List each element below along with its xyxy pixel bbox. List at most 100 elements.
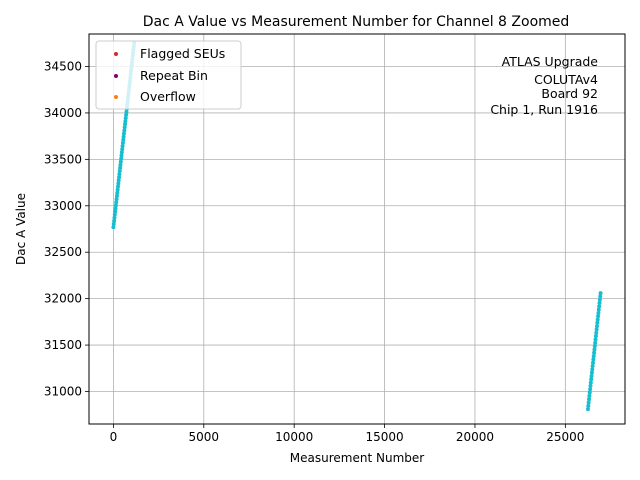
data-point (124, 109, 129, 114)
data-point (593, 340, 598, 345)
data-points (111, 41, 603, 412)
data-point (585, 407, 590, 412)
data-point (118, 162, 123, 167)
data-point (119, 150, 124, 155)
data-point (595, 317, 600, 322)
data-point (120, 144, 125, 149)
data-point (112, 212, 117, 217)
legend-marker-overflow (114, 95, 118, 99)
data-point (115, 184, 120, 189)
data-point (591, 354, 596, 359)
data-point (120, 147, 125, 152)
data-point (597, 301, 602, 306)
data-point (114, 193, 119, 198)
data-point (112, 218, 117, 223)
annotation-line-1: ATLAS Upgrade (502, 54, 599, 69)
data-point (116, 181, 121, 186)
data-point (593, 337, 598, 342)
y-tick-label: 31500 (44, 338, 82, 352)
y-tick-label: 32000 (44, 292, 82, 306)
data-point (593, 334, 598, 339)
x-tick-label: 10000 (275, 430, 313, 444)
y-axis-label: Dac A Value (14, 193, 28, 265)
x-axis: 0 5000 10000 15000 20000 25000 (110, 424, 584, 444)
y-axis: 31000 31500 32000 32500 33000 33500 34000 34500 (44, 60, 89, 399)
data-point (118, 159, 123, 164)
chart-title: Dac A Value vs Measurement Number for Ch… (143, 14, 570, 30)
data-point (596, 310, 601, 315)
data-point (115, 187, 120, 192)
data-point (588, 387, 593, 392)
data-point (598, 294, 603, 299)
data-point (119, 153, 124, 158)
data-point (591, 360, 595, 365)
data-point (117, 172, 122, 177)
data-point (123, 119, 128, 124)
data-point (121, 131, 126, 136)
data-point (588, 383, 593, 388)
data-point (123, 116, 128, 121)
y-tick-label: 32500 (44, 245, 82, 259)
y-tick-label: 31000 (44, 385, 82, 399)
plot-frame (88, 33, 626, 425)
data-point (114, 200, 119, 205)
data-point (111, 222, 116, 227)
data-point (116, 178, 121, 183)
data-point (587, 397, 592, 402)
legend-label-repeat-bin: Repeat Bin (140, 68, 208, 83)
x-tick-label: 20000 (456, 430, 494, 444)
data-point (122, 125, 127, 130)
data-point (596, 314, 601, 319)
data-point (594, 330, 599, 335)
data-point (590, 364, 595, 369)
data-point (589, 373, 594, 378)
annotation-line-4: Chip 1, Run 1916 (490, 102, 598, 117)
data-point (595, 320, 600, 325)
x-tick-label: 15000 (365, 430, 403, 444)
data-point (590, 367, 595, 372)
x-tick-label: 5000 (189, 430, 220, 444)
data-point (598, 291, 603, 296)
data-point (112, 215, 117, 220)
data-point (592, 347, 597, 352)
data-point (587, 390, 592, 395)
data-point (596, 307, 601, 312)
data-point (120, 141, 125, 145)
data-point (117, 169, 122, 174)
data-point (124, 112, 129, 117)
x-tick-label: 25000 (546, 430, 584, 444)
data-point (592, 350, 597, 355)
legend-box (95, 40, 242, 110)
data-point (111, 225, 116, 230)
data-point (594, 324, 599, 329)
data-point (121, 134, 126, 139)
annotation-line-3: Board 92 (541, 86, 598, 101)
legend: Flagged SEUs Repeat Bin Overflow (95, 40, 242, 110)
y-tick-label: 33000 (44, 199, 82, 213)
data-point (119, 156, 124, 161)
data-point (115, 190, 120, 195)
data-point (121, 137, 126, 142)
legend-label-overflow: Overflow (140, 89, 196, 104)
data-point (589, 377, 594, 382)
x-axis-label: Measurement Number (290, 451, 424, 465)
y-tick-label: 34000 (44, 106, 82, 120)
data-point (114, 197, 119, 202)
data-point (586, 403, 591, 408)
legend-marker-flagged-seus (114, 52, 118, 56)
data-point (591, 357, 596, 362)
data-point (123, 122, 128, 127)
data-point (588, 380, 593, 385)
legend-label-flagged-seus: Flagged SEUs (140, 46, 225, 61)
legend-marker-repeat-bin (114, 74, 118, 78)
data-point (594, 327, 599, 332)
data-point (113, 206, 118, 211)
data-point (589, 370, 594, 375)
data-point (122, 128, 127, 133)
data-point (587, 393, 592, 398)
data-point (597, 304, 602, 309)
y-tick-label: 34500 (44, 60, 82, 74)
data-point (118, 165, 123, 170)
data-point (592, 344, 597, 349)
data-point (586, 400, 591, 405)
